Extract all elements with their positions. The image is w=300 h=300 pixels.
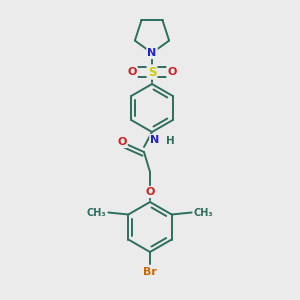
Text: S: S (148, 65, 156, 79)
Text: O: O (117, 137, 127, 147)
Text: CH₃: CH₃ (194, 208, 213, 218)
Text: O: O (145, 187, 155, 197)
Text: O: O (127, 67, 137, 77)
Text: N: N (150, 135, 160, 145)
Text: Br: Br (143, 267, 157, 277)
Text: O: O (167, 67, 177, 77)
Text: N: N (147, 48, 157, 58)
Text: CH₃: CH₃ (87, 208, 106, 218)
Text: H: H (166, 136, 175, 146)
